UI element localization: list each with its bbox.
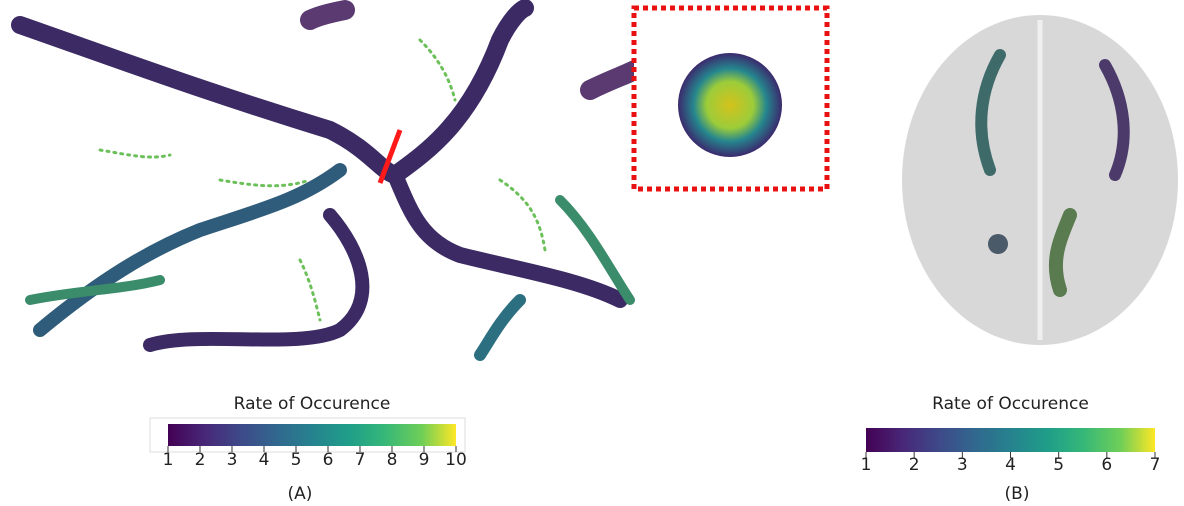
- colorbar-tick-label: 5: [1053, 455, 1064, 475]
- colorbar-tick-label: 4: [259, 450, 270, 470]
- colorbar-tick-label: 2: [195, 450, 206, 470]
- colorbar: [168, 424, 456, 446]
- colorbar-tick-label: 6: [323, 450, 334, 470]
- vessel-render: [8, 8, 635, 365]
- colorbar-tick-label: 9: [419, 450, 430, 470]
- colorbar-tick-label: 8: [387, 450, 398, 470]
- colorbar-title: Rate of Occurence: [932, 394, 1089, 414]
- colorbar: [866, 428, 1155, 452]
- panel-caption: (B): [1005, 484, 1030, 504]
- panel-caption: (A): [288, 484, 313, 504]
- colorbar-tick-label: 1: [861, 455, 872, 475]
- colorbar-tick-label: 7: [1150, 455, 1161, 475]
- colorbar-tick-label: 1: [163, 450, 174, 470]
- colorbar-tick-label: 3: [957, 455, 968, 475]
- colorbar-tick-label: 7: [355, 450, 366, 470]
- brain-render: [888, 10, 1183, 355]
- colorbar-tick-label: 2: [909, 455, 920, 475]
- colorbar-tick-label: 6: [1101, 455, 1112, 475]
- colorbar-tick-label: 5: [291, 450, 302, 470]
- colorbar-title: Rate of Occurence: [234, 394, 391, 414]
- colorbar-tick-label: 10: [445, 450, 467, 470]
- figure: Rate of Occurence 1 2 3 4 5 6 7 8 9 10 (A) Rate of O…: [0, 0, 1184, 506]
- colorbar-tick-label: 4: [1005, 455, 1016, 475]
- colorbar-tick-label: 3: [227, 450, 238, 470]
- inset: [634, 8, 827, 189]
